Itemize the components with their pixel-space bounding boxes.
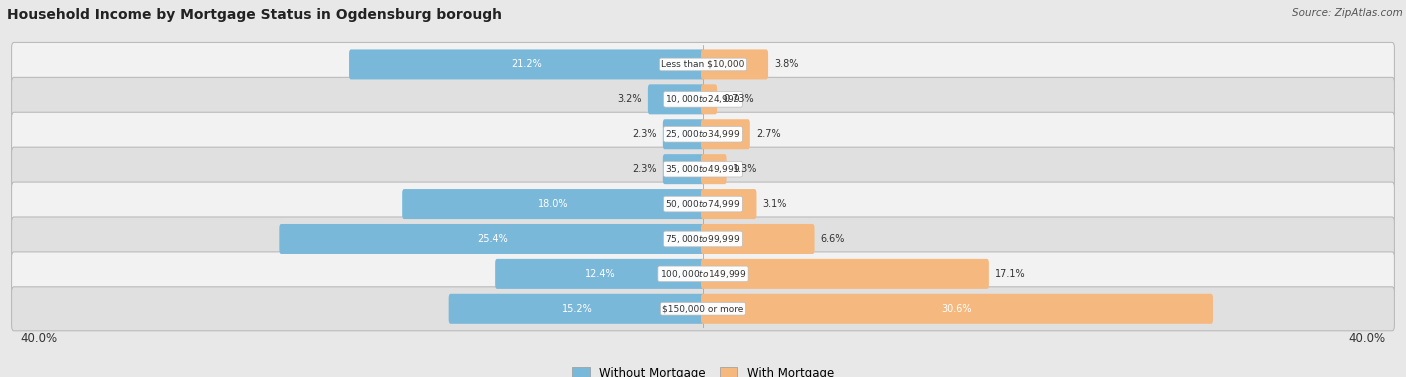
FancyBboxPatch shape: [11, 182, 1395, 226]
Text: 12.4%: 12.4%: [585, 269, 616, 279]
Text: $150,000 or more: $150,000 or more: [662, 304, 744, 313]
FancyBboxPatch shape: [702, 259, 988, 289]
FancyBboxPatch shape: [449, 294, 704, 324]
FancyBboxPatch shape: [11, 252, 1395, 296]
Text: 25.4%: 25.4%: [477, 234, 508, 244]
FancyBboxPatch shape: [702, 224, 814, 254]
FancyBboxPatch shape: [11, 77, 1395, 121]
Text: 2.3%: 2.3%: [633, 164, 657, 174]
FancyBboxPatch shape: [11, 112, 1395, 156]
FancyBboxPatch shape: [702, 154, 727, 184]
Text: $25,000 to $34,999: $25,000 to $34,999: [665, 128, 741, 140]
FancyBboxPatch shape: [11, 147, 1395, 191]
Text: 3.8%: 3.8%: [775, 60, 799, 69]
Legend: Without Mortgage, With Mortgage: Without Mortgage, With Mortgage: [567, 362, 839, 377]
Text: 2.3%: 2.3%: [633, 129, 657, 139]
Text: 18.0%: 18.0%: [538, 199, 569, 209]
FancyBboxPatch shape: [280, 224, 704, 254]
Text: $50,000 to $74,999: $50,000 to $74,999: [665, 198, 741, 210]
FancyBboxPatch shape: [662, 154, 704, 184]
FancyBboxPatch shape: [349, 49, 704, 80]
Text: 6.6%: 6.6%: [821, 234, 845, 244]
Text: 21.2%: 21.2%: [512, 60, 543, 69]
FancyBboxPatch shape: [11, 287, 1395, 331]
FancyBboxPatch shape: [11, 43, 1395, 86]
Text: $10,000 to $24,999: $10,000 to $24,999: [665, 93, 741, 105]
Text: 0.73%: 0.73%: [724, 94, 754, 104]
Text: 3.2%: 3.2%: [617, 94, 641, 104]
FancyBboxPatch shape: [702, 119, 749, 149]
FancyBboxPatch shape: [662, 119, 704, 149]
Text: $100,000 to $149,999: $100,000 to $149,999: [659, 268, 747, 280]
FancyBboxPatch shape: [702, 294, 1213, 324]
FancyBboxPatch shape: [702, 189, 756, 219]
Text: 15.2%: 15.2%: [561, 304, 592, 314]
Text: 1.3%: 1.3%: [733, 164, 758, 174]
Text: Source: ZipAtlas.com: Source: ZipAtlas.com: [1292, 8, 1403, 18]
FancyBboxPatch shape: [495, 259, 704, 289]
Text: 2.7%: 2.7%: [756, 129, 780, 139]
Text: Less than $10,000: Less than $10,000: [661, 60, 745, 69]
FancyBboxPatch shape: [702, 84, 717, 114]
FancyBboxPatch shape: [702, 49, 768, 80]
FancyBboxPatch shape: [11, 217, 1395, 261]
FancyBboxPatch shape: [402, 189, 704, 219]
FancyBboxPatch shape: [648, 84, 704, 114]
Text: 3.1%: 3.1%: [763, 199, 787, 209]
Text: $35,000 to $49,999: $35,000 to $49,999: [665, 163, 741, 175]
Text: $75,000 to $99,999: $75,000 to $99,999: [665, 233, 741, 245]
Text: Household Income by Mortgage Status in Ogdensburg borough: Household Income by Mortgage Status in O…: [7, 8, 502, 21]
Text: 17.1%: 17.1%: [995, 269, 1026, 279]
Text: 30.6%: 30.6%: [942, 304, 972, 314]
